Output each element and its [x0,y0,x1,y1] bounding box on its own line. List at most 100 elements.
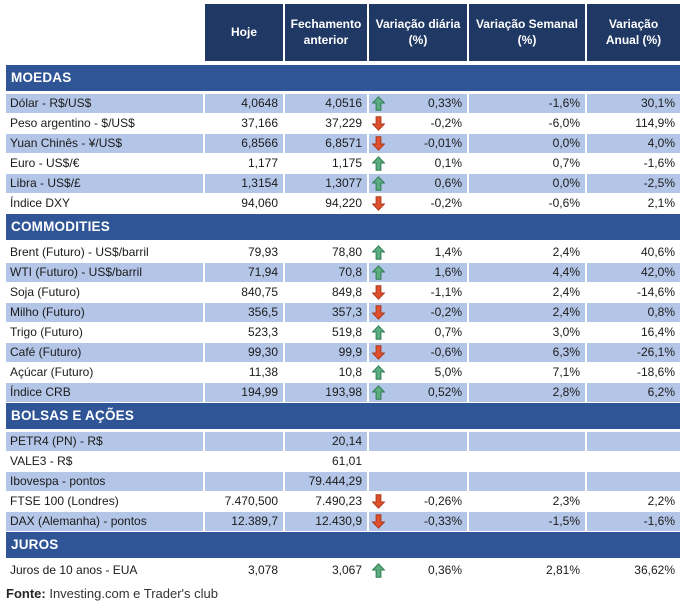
source-text: Investing.com e Trader's club [45,586,219,601]
cell-variacao-diaria: -0,01% [367,134,467,153]
row-label: WTI (Futuro) - US$/barril [10,265,143,279]
table-row: Libra - US$/£ 1,3154 1,3077 0,6% 0,0% -2,5% [6,174,680,194]
cell-variacao-diaria [367,452,467,471]
column-header-hoje: Hoje [203,4,283,61]
cell-variacao-semanal [467,432,585,451]
row-label: Juros de 10 anos - EUA [10,563,138,577]
table-row: Soja (Futuro) 840,75 849,8 -1,1% 2,4% -14,6% [6,283,680,303]
up-arrow-icon [372,563,385,578]
cell-fechamento: 519,8 [283,323,367,342]
table-row: Brent (Futuro) - US$/barril 79,93 78,80 1,4… [6,243,680,263]
cell-variacao-anual: -18,6% [585,363,680,382]
table-row: Açúcar (Futuro) 11,38 10,8 5,0% 7,1% -18,6% [6,363,680,383]
cell-variacao-diaria [367,432,467,451]
down-arrow-icon [372,514,385,529]
financial-table: Hoje Fechamento anterior Variação diária… [6,4,680,601]
cell-variacao-anual: 36,62% [585,561,680,580]
row-label: DAX (Alemanha) - pontos [10,514,147,528]
cell-variacao-semanal [467,472,585,491]
table-row: Dólar - R$/US$ 4,0648 4,0516 0,33% -1,6% 30,1… [6,94,680,114]
cell-fechamento: 1,3077 [283,174,367,193]
variacao-diaria-value: -0,6% [430,345,462,359]
cell-hoje: 12.389,7 [203,512,283,531]
cell-variacao-semanal: 7,1% [467,363,585,382]
cell-fechamento: 1,175 [283,154,367,173]
cell-variacao-diaria: 0,6% [367,174,467,193]
cell-variacao-diaria: -0,33% [367,512,467,531]
cell-fechamento: 99,9 [283,343,367,362]
cell-hoje: 94,060 [203,194,283,213]
cell-variacao-diaria: -0,2% [367,114,467,133]
table-row: Yuan Chinês - ¥/US$ 6,8566 6,8571 -0,01% 0,0… [6,134,680,154]
source-label: Fonte: [6,586,46,601]
variacao-diaria-value: -0,26% [423,494,462,508]
table-row: VALE3 - R$ 61,01 [6,452,680,472]
cell-variacao-diaria: 0,36% [367,561,467,580]
cell-hoje: 99,30 [203,343,283,362]
header-spacer [6,4,203,61]
cell-fechamento: 193,98 [283,383,367,402]
table-row: Milho (Futuro) 356,5 357,3 -0,2% 2,4% 0,8% [6,303,680,323]
cell-fechamento: 37,229 [283,114,367,133]
cell-fechamento: 6,8571 [283,134,367,153]
cell-variacao-diaria: -0,26% [367,492,467,511]
variacao-diaria-value: -0,01% [423,136,462,150]
table-row: Trigo (Futuro) 523,3 519,8 0,7% 3,0% 16,4% [6,323,680,343]
variacao-diaria-value: 5,0% [434,365,462,379]
cell-hoje: 194,99 [203,383,283,402]
cell-hoje: 523,3 [203,323,283,342]
cell-hoje: 71,94 [203,263,283,282]
cell-variacao-anual: 2,2% [585,492,680,511]
table-row: Euro - US$/€ 1,177 1,175 0,1% 0,7% -1,6% [6,154,680,174]
up-arrow-icon [372,156,385,171]
cell-variacao-semanal: 3,0% [467,323,585,342]
variacao-diaria-value: 0,33% [427,96,462,110]
cell-hoje: 6,8566 [203,134,283,153]
table-row: PETR4 (PN) - R$ 20,14 [6,432,680,452]
down-arrow-icon [372,345,385,360]
cell-variacao-semanal: 2,4% [467,303,585,322]
variacao-diaria-value: 1,4% [434,245,462,259]
cell-variacao-semanal: 2,81% [467,561,585,580]
table-row: FTSE 100 (Londres) 7.470,500 7.490,23 -0,26… [6,492,680,512]
row-label: Dólar - R$/US$ [10,96,92,110]
row-label: Libra - US$/£ [10,176,81,190]
cell-fechamento: 94,220 [283,194,367,213]
up-arrow-icon [372,325,385,340]
cell-variacao-diaria: 1,4% [367,243,467,262]
cell-hoje: 11,38 [203,363,283,382]
cell-variacao-semanal: 4,4% [467,263,585,282]
cell-variacao-semanal: -0,6% [467,194,585,213]
variacao-diaria-value: -1,1% [430,285,462,299]
table-row: Juros de 10 anos - EUA 3,078 3,067 0,36% 2,8… [6,561,680,581]
cell-variacao-anual: 16,4% [585,323,680,342]
cell-variacao-diaria: 5,0% [367,363,467,382]
cell-hoje: 1,177 [203,154,283,173]
cell-variacao-semanal: 0,0% [467,134,585,153]
row-label: Trigo (Futuro) [10,325,83,339]
row-label: Milho (Futuro) [10,305,85,319]
row-label: Yuan Chinês - ¥/US$ [10,136,123,150]
cell-variacao-anual: -14,6% [585,283,680,302]
cell-variacao-anual: 4,0% [585,134,680,153]
row-label: Ibovespa - pontos [10,474,106,488]
row-label: PETR4 (PN) - R$ [10,434,103,448]
cell-hoje [203,472,283,491]
cell-fechamento: 849,8 [283,283,367,302]
cell-variacao-anual [585,432,680,451]
variacao-diaria-value: 0,6% [434,176,462,190]
table-sections: MOEDAS Dólar - R$/US$ 4,0648 4,0516 0,33% -1,… [6,65,680,581]
down-arrow-icon [372,196,385,211]
down-arrow-icon [372,116,385,131]
cell-variacao-anual [585,452,680,471]
cell-variacao-diaria [367,472,467,491]
cell-variacao-anual: -26,1% [585,343,680,362]
cell-hoje [203,452,283,471]
cell-hoje: 1,3154 [203,174,283,193]
row-label: FTSE 100 (Londres) [10,494,119,508]
row-label: Açúcar (Futuro) [10,365,94,379]
cell-variacao-anual: 30,1% [585,94,680,113]
cell-variacao-anual: 2,1% [585,194,680,213]
down-arrow-icon [372,285,385,300]
cell-variacao-diaria: 1,6% [367,263,467,282]
